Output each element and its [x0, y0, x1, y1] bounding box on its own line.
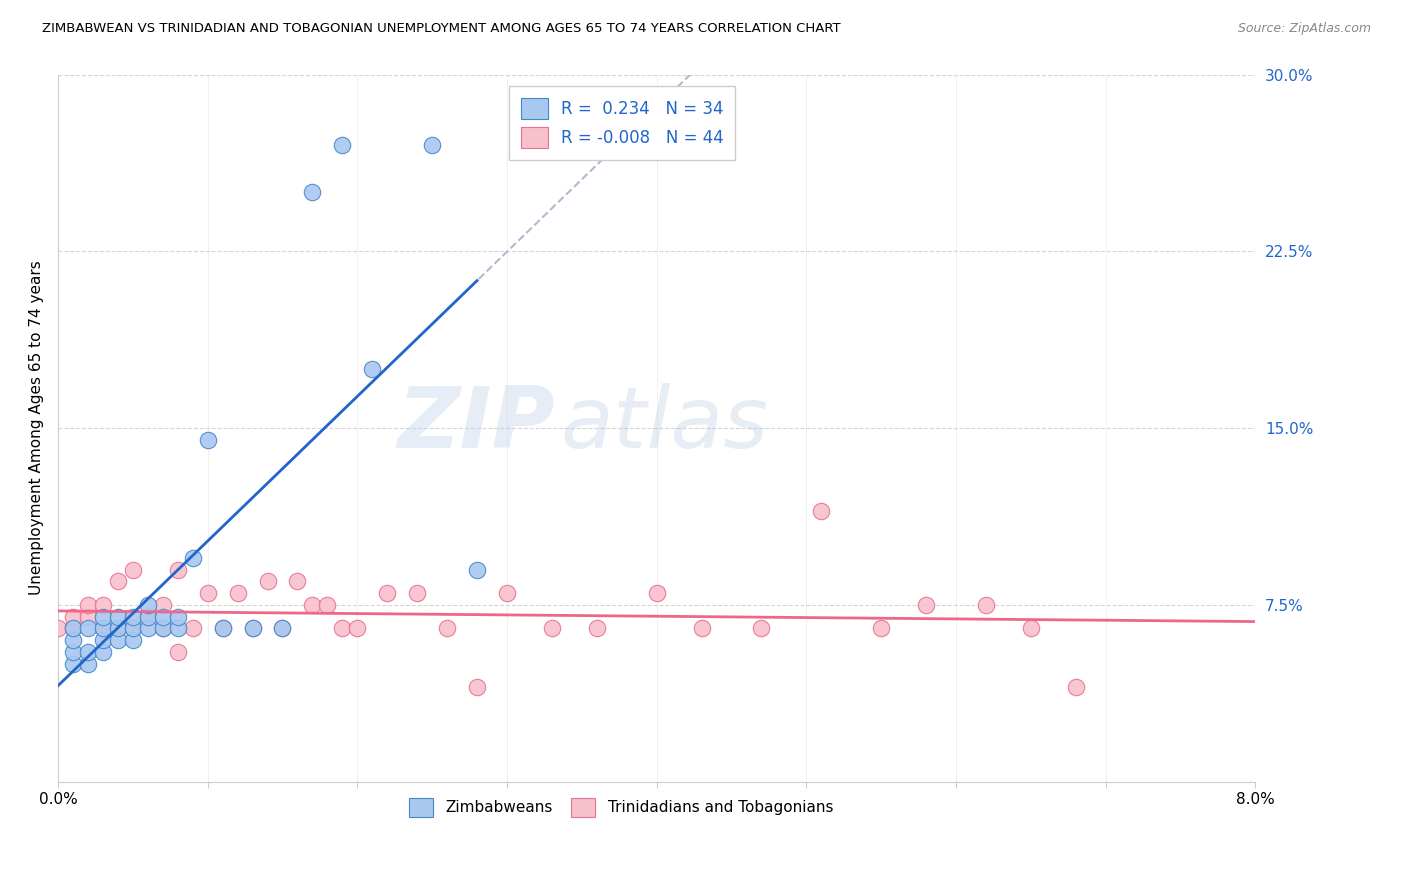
Point	[77, 657, 100, 671]
Point	[197, 586, 219, 600]
Point	[62, 622, 84, 636]
Point	[974, 598, 997, 612]
Point	[62, 622, 84, 636]
Point	[121, 609, 143, 624]
Text: ZIMBABWEAN VS TRINIDADIAN AND TOBAGONIAN UNEMPLOYMENT AMONG AGES 65 TO 74 YEARS : ZIMBABWEAN VS TRINIDADIAN AND TOBAGONIAN…	[42, 22, 841, 36]
Point	[107, 633, 129, 648]
Point	[91, 609, 114, 624]
Point	[1019, 622, 1042, 636]
Point	[271, 622, 294, 636]
Point	[91, 622, 114, 636]
Point	[166, 562, 188, 576]
Text: atlas: atlas	[561, 383, 769, 466]
Point	[136, 609, 159, 624]
Point	[645, 586, 668, 600]
Point	[91, 633, 114, 648]
Point	[346, 622, 368, 636]
Point	[271, 622, 294, 636]
Text: ZIP: ZIP	[398, 383, 555, 466]
Point	[465, 562, 488, 576]
Point	[107, 609, 129, 624]
Point	[181, 550, 204, 565]
Point	[77, 609, 100, 624]
Point	[136, 598, 159, 612]
Point	[77, 598, 100, 612]
Point	[107, 622, 129, 636]
Point	[1064, 681, 1087, 695]
Legend: Zimbabweans, Trinidadians and Tobagonians: Zimbabweans, Trinidadians and Tobagonian…	[401, 790, 841, 825]
Point	[316, 598, 339, 612]
Point	[91, 598, 114, 612]
Point	[136, 609, 159, 624]
Point	[406, 586, 429, 600]
Point	[496, 586, 519, 600]
Point	[152, 598, 174, 612]
Point	[361, 362, 384, 376]
Point	[585, 622, 607, 636]
Point	[166, 609, 188, 624]
Point	[152, 609, 174, 624]
Point	[91, 645, 114, 659]
Point	[62, 633, 84, 648]
Point	[751, 622, 773, 636]
Point	[62, 645, 84, 659]
Point	[436, 622, 458, 636]
Point	[107, 574, 129, 589]
Point	[152, 622, 174, 636]
Point	[690, 622, 713, 636]
Point	[211, 622, 233, 636]
Point	[870, 622, 893, 636]
Point	[226, 586, 249, 600]
Point	[465, 681, 488, 695]
Point	[287, 574, 309, 589]
Point	[330, 138, 353, 153]
Point	[121, 562, 143, 576]
Point	[77, 645, 100, 659]
Point	[211, 622, 233, 636]
Point	[197, 433, 219, 447]
Point	[375, 586, 398, 600]
Point	[121, 633, 143, 648]
Point	[242, 622, 264, 636]
Text: Source: ZipAtlas.com: Source: ZipAtlas.com	[1237, 22, 1371, 36]
Point	[136, 622, 159, 636]
Point	[152, 622, 174, 636]
Point	[62, 609, 84, 624]
Point	[77, 622, 100, 636]
Point	[420, 138, 443, 153]
Point	[301, 598, 323, 612]
Point	[541, 622, 564, 636]
Point	[256, 574, 278, 589]
Point	[810, 503, 832, 517]
Point	[330, 622, 353, 636]
Point	[121, 622, 143, 636]
Point	[301, 186, 323, 200]
Point	[166, 645, 188, 659]
Point	[121, 622, 143, 636]
Y-axis label: Unemployment Among Ages 65 to 74 years: Unemployment Among Ages 65 to 74 years	[30, 260, 44, 596]
Point	[166, 622, 188, 636]
Point	[107, 622, 129, 636]
Point	[62, 657, 84, 671]
Point	[242, 622, 264, 636]
Point	[181, 622, 204, 636]
Point	[91, 622, 114, 636]
Point	[46, 622, 69, 636]
Point	[915, 598, 938, 612]
